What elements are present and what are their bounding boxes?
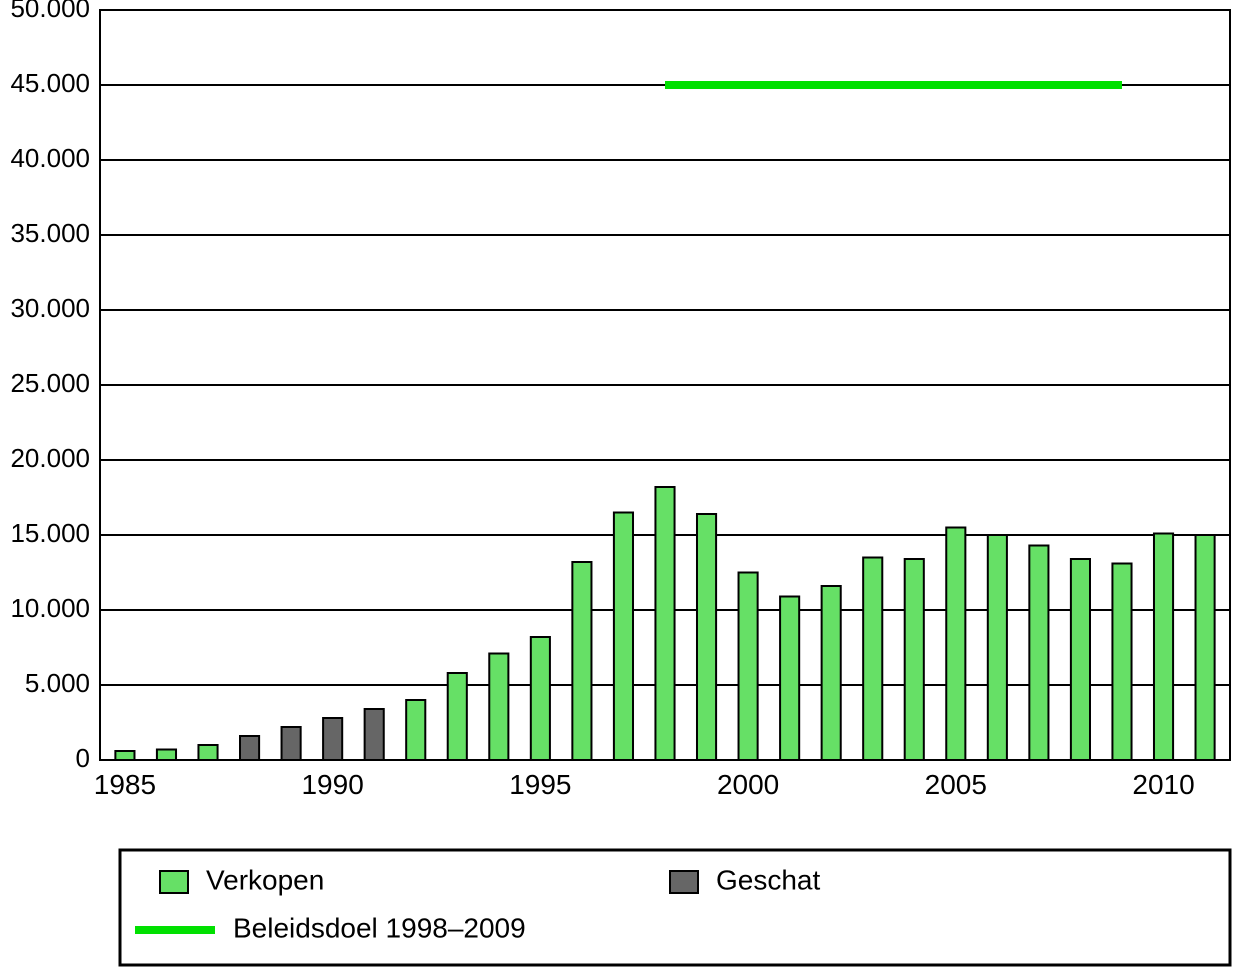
bar-2006 [988, 535, 1007, 760]
bar-2010 [1154, 534, 1173, 761]
x-tick-label: 2005 [925, 769, 987, 800]
bar-1987 [198, 745, 217, 760]
x-tick-label: 1985 [94, 769, 156, 800]
bar-2009 [1112, 564, 1131, 761]
x-tick-label: 1995 [509, 769, 571, 800]
y-tick-label: 0 [76, 743, 90, 773]
y-tick-label: 10.000 [10, 593, 90, 623]
legend-label: Beleidsdoel 1998–2009 [233, 912, 526, 943]
bar-2004 [905, 559, 924, 760]
y-tick-label: 20.000 [10, 443, 90, 473]
bar-2003 [863, 558, 882, 761]
y-tick-label: 5.000 [25, 668, 90, 698]
y-tick-label: 40.000 [10, 143, 90, 173]
y-tick-label: 50.000 [10, 0, 90, 23]
bar-1989 [282, 727, 301, 760]
legend-label: Verkopen [206, 864, 324, 895]
bar-1992 [406, 700, 425, 760]
bar-2007 [1029, 546, 1048, 761]
bar-1994 [489, 654, 508, 761]
bar-2000 [739, 573, 758, 761]
bar-1998 [655, 487, 674, 760]
y-tick-label: 25.000 [10, 368, 90, 398]
bar-2011 [1196, 535, 1215, 760]
bar-1985 [115, 751, 134, 760]
bar-1993 [448, 673, 467, 760]
bar-2001 [780, 597, 799, 761]
chart-container: 0 5.000 10.000 15.000 20.000 25.000 30.000 35.0… [0, 0, 1246, 971]
bar-1997 [614, 513, 633, 761]
y-tick-label: 15.000 [10, 518, 90, 548]
bar-2002 [822, 586, 841, 760]
y-tick-label: 45.000 [10, 68, 90, 98]
bar-1996 [572, 562, 591, 760]
bar-1991 [365, 709, 384, 760]
bar-1986 [157, 750, 176, 761]
chart-svg: 0 5.000 10.000 15.000 20.000 25.000 30.000 35.0… [0, 0, 1246, 971]
bar-2008 [1071, 559, 1090, 760]
bar-1999 [697, 514, 716, 760]
bar-1988 [240, 736, 259, 760]
x-tick-label: 2010 [1132, 769, 1194, 800]
legend-swatch [670, 871, 698, 893]
bar-2005 [946, 528, 965, 761]
legend-swatch [160, 871, 188, 893]
y-tick-label: 30.000 [10, 293, 90, 323]
legend-label: Geschat [716, 864, 820, 895]
x-tick-label: 1990 [301, 769, 363, 800]
bar-1995 [531, 637, 550, 760]
y-tick-label: 35.000 [10, 218, 90, 248]
bar-1990 [323, 718, 342, 760]
x-tick-label: 2000 [717, 769, 779, 800]
